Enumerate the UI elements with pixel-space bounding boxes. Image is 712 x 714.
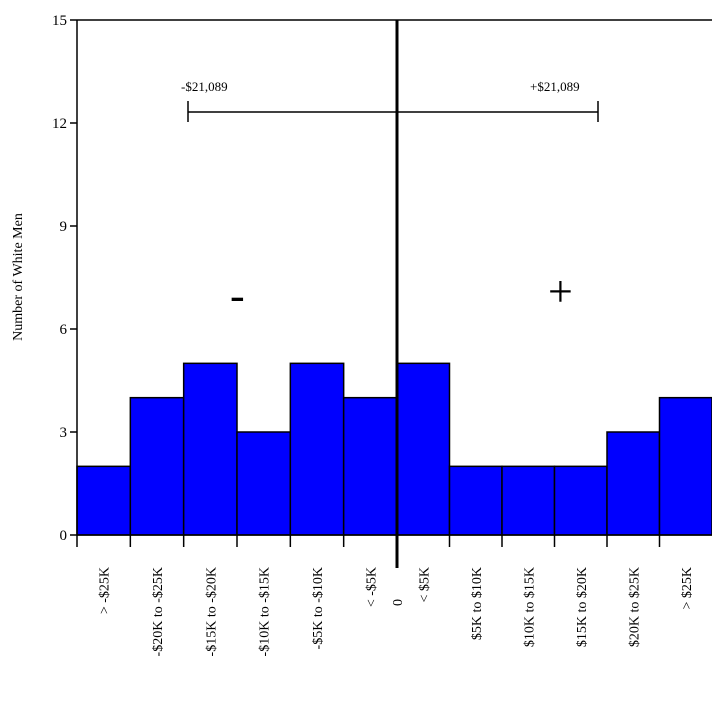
bars-layer xyxy=(76,362,712,536)
y-tick-label-0: 0 xyxy=(60,528,68,544)
bar-9 xyxy=(553,465,608,536)
range-annotation: -$21,089 +$21,089 xyxy=(181,79,599,122)
x-tick-label-4: -$5K to -$10K xyxy=(311,567,326,649)
x-tick-label-8: $10K to $15K xyxy=(522,567,537,647)
bar-10 xyxy=(606,431,661,536)
x-tick-label-0: > -$25K xyxy=(98,567,113,614)
y-ticks-layer: 0 3 6 9 12 15 xyxy=(52,13,77,544)
y-tick-label-2: 6 xyxy=(60,322,68,338)
bar-4 xyxy=(289,362,345,536)
x-tick-label-3: -$10K to -$15K xyxy=(258,567,273,656)
x-tick-label-9: $15K to $20K xyxy=(575,567,590,647)
x-tick-label-1: -$20K to -$25K xyxy=(151,567,166,656)
bar-8 xyxy=(501,465,556,536)
x-tick-label-10: $20K to $25K xyxy=(627,567,642,647)
y-tick-label-4: 12 xyxy=(52,116,67,132)
bar-0 xyxy=(76,465,132,536)
x-tick-label-2: -$15K to -$20K xyxy=(204,567,219,656)
x-ticks-layer: > -$25K -$20K to -$25K -$15K to -$20K -$10K… xyxy=(76,535,695,656)
x-zero-label: 0 xyxy=(391,599,406,606)
x-tick-label-6: < $5K xyxy=(417,567,432,603)
bar-7 xyxy=(448,465,503,536)
range-left-label: -$21,089 xyxy=(181,79,228,94)
y-tick-label-5: 15 xyxy=(52,13,67,29)
y-tick-label-3: 9 xyxy=(60,219,68,235)
bar-3 xyxy=(236,431,292,536)
x-tick-label-11: > $25K xyxy=(680,567,695,610)
y-tick-label-1: 3 xyxy=(60,425,68,441)
bar-2 xyxy=(182,362,238,536)
bar-6 xyxy=(396,362,451,536)
bar-5 xyxy=(342,396,398,536)
minus-sign-label: - xyxy=(230,271,245,320)
x-tick-label-5: < -$5K xyxy=(364,567,379,607)
range-right-label: +$21,089 xyxy=(530,79,580,94)
bar-11 xyxy=(658,396,712,536)
x-tick-label-7: $5K to $10K xyxy=(470,567,485,640)
plus-sign-label: + xyxy=(548,267,573,316)
bar-1 xyxy=(129,396,185,536)
y-axis-title: Number of White Men xyxy=(11,213,26,341)
